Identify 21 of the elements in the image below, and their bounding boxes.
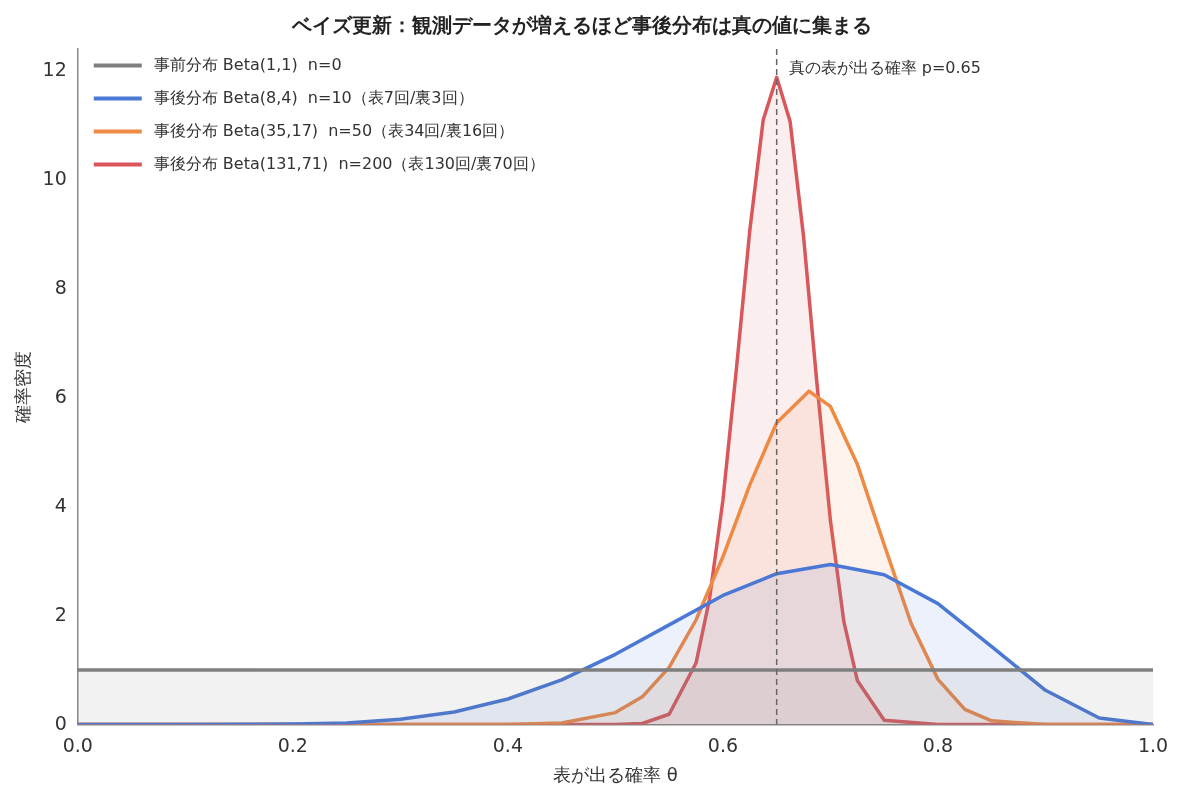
- legend-label: 事後分布 Beta(8,4) n=10（表7回/裏3回）: [153, 87, 474, 107]
- x-tick-label: 0.0: [62, 733, 93, 756]
- legend-label: 事後分布 Beta(35,17) n=50（表34回/裏16回）: [153, 120, 515, 140]
- y-tick-label: 12: [42, 57, 67, 80]
- x-tick-label: 0.8: [922, 733, 954, 756]
- x-axis-title: 表が出る確率 θ: [553, 763, 678, 785]
- legend-label: 事前分布 Beta(1,1) n=0: [153, 54, 342, 74]
- y-tick-label: 10: [42, 166, 67, 189]
- y-axis-title: 確率密度: [12, 350, 34, 424]
- y-tick-label: 2: [54, 602, 67, 625]
- y-tick-label: 4: [54, 493, 67, 516]
- ref-line-label: 真の表が出る確率 p=0.65: [788, 58, 981, 78]
- chart-title: ベイズ更新：観測データが増えるほど事後分布は真の値に集まる: [290, 13, 872, 38]
- x-tick-label: 0.4: [492, 733, 523, 756]
- legend-label: 事後分布 Beta(131,71) n=200（表130回/裏70回）: [153, 153, 545, 173]
- x-tick-label: 0.2: [277, 733, 308, 756]
- y-tick-label: 6: [54, 384, 67, 407]
- x-tick-label: 0.6: [707, 733, 739, 756]
- y-tick-label: 8: [54, 275, 67, 298]
- x-tick-label: 1.0: [1137, 733, 1169, 756]
- y-tick-label: 0: [54, 711, 67, 734]
